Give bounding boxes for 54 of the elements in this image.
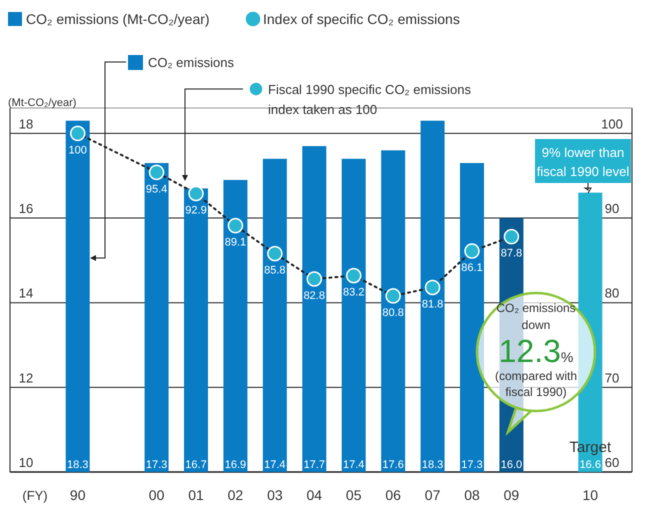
- data-label: 86.1: [461, 262, 483, 274]
- x-tick-label: 01: [188, 487, 204, 503]
- legend-label: Index of specific CO₂ emissions: [263, 11, 460, 27]
- data-label: 80.8: [382, 306, 404, 319]
- x-tick-label: 90: [70, 487, 86, 503]
- y-tick-label: 14: [18, 286, 34, 301]
- data-label: 82.8: [304, 290, 325, 302]
- data-label: 16.0: [500, 459, 522, 471]
- data-label: 17.3: [146, 459, 168, 471]
- data-label: 89.1: [224, 236, 246, 249]
- y-tick-label: 10: [18, 455, 34, 470]
- data-label: 81.8: [422, 298, 444, 310]
- x-tick-label: 08: [464, 487, 480, 503]
- annotation: CO₂ emissions: [496, 301, 576, 315]
- y-tick-label: 16: [18, 201, 34, 216]
- data-label: 95.4: [146, 183, 168, 196]
- y-axis-title: (Mt-CO₂/year): [8, 97, 76, 109]
- data-label: 16.9: [224, 459, 246, 471]
- annotation: 9% lower than fiscal 1990 level: [536, 145, 630, 179]
- data-label: 16.6: [580, 459, 601, 471]
- x-tick-label: 03: [267, 487, 283, 503]
- data-label: 87.8: [500, 248, 522, 260]
- data-label: 17.7: [304, 459, 325, 471]
- text: (FY): [22, 488, 48, 503]
- data-label: 18.3: [422, 459, 444, 471]
- data-label: 92.9: [185, 204, 207, 216]
- legend-label: CO₂ emissions (Mt-CO₂/year): [26, 11, 210, 27]
- x-tick-label: 00: [148, 487, 165, 503]
- data-label: 83.2: [343, 286, 364, 299]
- y-tick-label: 18: [18, 116, 34, 132]
- text: CO₂ emissions: [148, 55, 234, 70]
- x-tick-label: 02: [228, 487, 244, 503]
- text: down 12.3% (compared with fiscal 1990): [494, 318, 578, 399]
- annotation: Fiscal 1990 specific CO₂ emissions index taken as 100: [268, 82, 472, 117]
- x-tick-label: 06: [385, 487, 402, 503]
- data-label: 17.4: [264, 459, 286, 471]
- data-label: 85.8: [264, 264, 286, 277]
- y2-tick-label: 60: [604, 455, 620, 470]
- y2-tick-label: 90: [604, 201, 620, 216]
- data-label: 17.3: [461, 459, 483, 471]
- data-label: 17.4: [343, 459, 364, 471]
- y2-tick-label: 70: [604, 370, 620, 386]
- x-tick-label: 07: [424, 487, 441, 503]
- x-tick-label: 10: [582, 487, 598, 503]
- data-label: 17.6: [382, 459, 404, 471]
- x-tick-label: 04: [306, 487, 322, 503]
- data-label: 18.3: [67, 459, 88, 471]
- x-tick-label: 09: [504, 487, 520, 503]
- y2-tick-label: 80: [604, 286, 620, 301]
- y-tick-label: 12: [18, 370, 34, 386]
- x-tick-label: 05: [346, 487, 362, 503]
- data-label: 16.7: [185, 459, 207, 471]
- data-label: 100: [68, 144, 87, 156]
- y2-tick-label: 100: [601, 116, 623, 132]
